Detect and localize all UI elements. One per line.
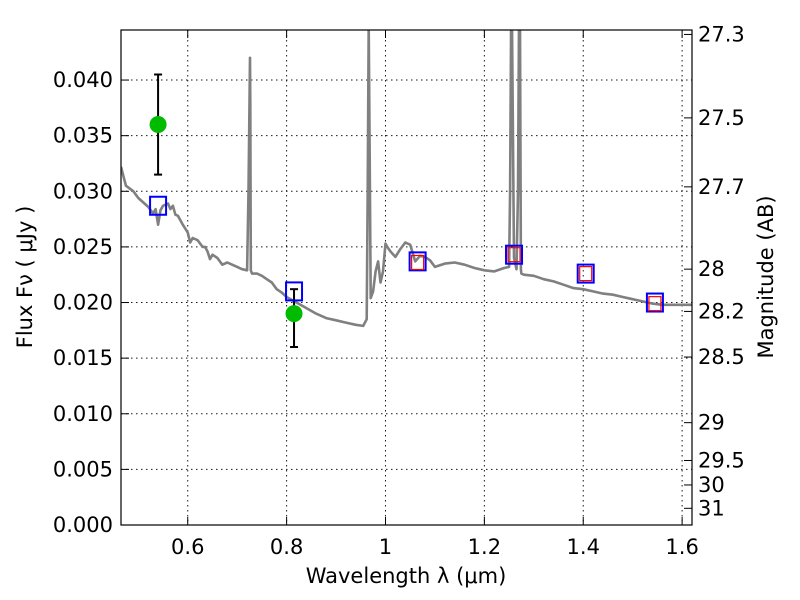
x-axis-label: Wavelength λ (μm)	[306, 564, 507, 588]
y-tick-label: 0.015	[53, 346, 113, 370]
y-axis-label-left: Flux Fν ( μJy )	[13, 206, 37, 349]
y-tick-label: 0.025	[53, 235, 113, 259]
y-tick-label: 0.035	[53, 124, 113, 148]
spectrum-layer	[121, 30, 692, 328]
y-tick-label: 0.040	[53, 68, 113, 92]
y-tick-label: 0.030	[53, 179, 113, 203]
mag-tick-label: 27.3	[698, 22, 745, 46]
ticks-layer	[121, 30, 692, 526]
y-tick-label: 0.020	[53, 291, 113, 315]
mag-tick-label: 31	[698, 496, 725, 520]
x-tick-label: 0.6	[171, 535, 204, 559]
spectrum-line	[121, 30, 692, 328]
x-tick-label: 1.6	[665, 535, 698, 559]
y-axis-label-right: Magnitude (AB)	[754, 195, 778, 358]
mag-tick-label: 28.2	[698, 299, 745, 323]
x-tick-label: 1.4	[567, 535, 600, 559]
x-tick-label: 1	[379, 535, 392, 559]
observed-point	[149, 116, 167, 134]
mag-tick-label: 29.5	[698, 448, 745, 472]
mag-tick-label: 28	[698, 257, 725, 281]
model-point	[505, 244, 524, 265]
model-point	[149, 195, 168, 216]
model-point-inner	[411, 254, 425, 271]
mag-tick-label: 30	[698, 473, 725, 497]
model-point	[576, 263, 595, 284]
model-point-inner	[648, 296, 662, 312]
mag-tick-label: 27.7	[698, 175, 745, 199]
marker-layer	[149, 73, 664, 349]
mag-tick-label: 29	[698, 411, 725, 435]
y-tick-label: 0.010	[53, 402, 113, 426]
model-point-inner	[507, 247, 521, 263]
x-tick-label: 0.8	[270, 535, 303, 559]
y-tick-label: 0.005	[53, 457, 113, 481]
model-point	[645, 292, 664, 313]
observed-point	[285, 305, 303, 323]
grid	[121, 30, 692, 526]
y-tick-label: 0.000	[53, 513, 113, 537]
model-point	[408, 251, 427, 272]
plot-frame	[120, 29, 693, 526]
x-tick-label: 1.2	[468, 535, 501, 559]
model-point-inner	[579, 266, 593, 282]
tick-labels: 0.6 0.8 1 1.2 1.4 1.6 0.000 0.005 0.010 0.015 0.02…	[53, 22, 745, 559]
mag-tick-label: 27.5	[698, 106, 745, 130]
mag-tick-label: 28.5	[698, 345, 745, 369]
model-point	[285, 281, 304, 302]
